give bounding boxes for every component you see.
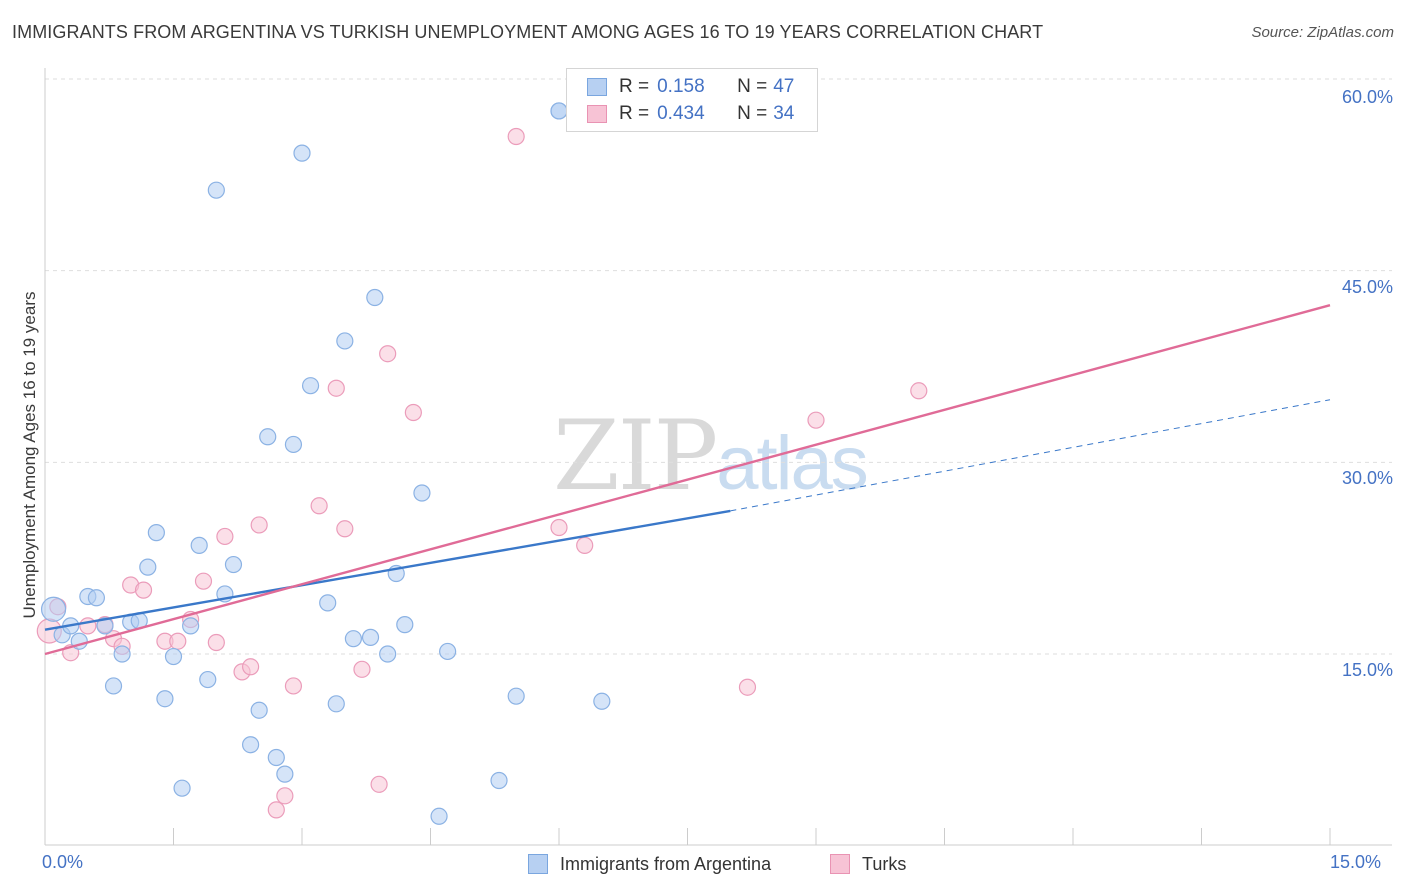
legend-r-value: 0.434 bbox=[657, 103, 705, 124]
argentina-point bbox=[139, 558, 157, 576]
bottom-legend-argentina: Immigrants from Argentina bbox=[528, 850, 771, 878]
argentina-point bbox=[96, 617, 114, 635]
argentina-point bbox=[507, 687, 525, 705]
argentina-point bbox=[173, 779, 191, 797]
turks-point bbox=[550, 518, 568, 537]
argentina-point bbox=[361, 628, 380, 646]
x-tick-label: 15.0% bbox=[1330, 852, 1382, 872]
turks-point bbox=[910, 382, 928, 400]
legend-swatch-blue bbox=[587, 78, 607, 96]
legend-n-value: 34 bbox=[773, 103, 795, 124]
argentina-point bbox=[327, 695, 345, 713]
argentina-point bbox=[147, 524, 165, 542]
gridlines bbox=[45, 78, 1392, 655]
bottom-legend-label: Turks bbox=[862, 853, 907, 874]
turks-point bbox=[207, 633, 225, 652]
argentina-point bbox=[250, 701, 268, 719]
legend-row-argentina: R = 0.158 N = 47 bbox=[587, 75, 794, 99]
bottom-legend-swatch-blue bbox=[528, 854, 548, 874]
y-tick-label: 15.0% bbox=[1341, 660, 1393, 680]
argentina-point bbox=[413, 484, 431, 502]
turks-trend-line bbox=[44, 304, 1331, 656]
turks-point bbox=[576, 536, 594, 554]
argentina-point bbox=[336, 332, 354, 350]
turks-point bbox=[134, 581, 153, 599]
turks-point bbox=[284, 677, 303, 695]
turks-point bbox=[370, 775, 388, 793]
argentina-point bbox=[224, 555, 243, 574]
legend-r-value: 0.158 bbox=[657, 76, 705, 97]
watermark-atlas: atlas bbox=[716, 421, 869, 506]
argentina-point bbox=[430, 807, 448, 825]
argentina-point bbox=[276, 765, 294, 783]
argentina-point bbox=[396, 616, 414, 634]
axes bbox=[44, 68, 1392, 846]
argentina-point bbox=[344, 630, 362, 648]
turks-point bbox=[194, 572, 213, 590]
turks-point bbox=[379, 345, 397, 363]
turks-points bbox=[36, 127, 928, 819]
argentina-point bbox=[593, 692, 611, 710]
y-tick-label: 45.0% bbox=[1341, 277, 1393, 297]
argentina-point bbox=[104, 677, 123, 695]
argentina-point bbox=[190, 536, 208, 554]
argentina-point bbox=[293, 144, 311, 162]
argentina-point bbox=[439, 642, 457, 661]
stats-legend: R = 0.158 N = 47 R = 0.434 N = 34 bbox=[566, 68, 818, 132]
argentina-trend-line bbox=[44, 509, 731, 631]
turks-point bbox=[250, 516, 268, 534]
chart-title: IMMIGRANTS FROM ARGENTINA VS TURKISH UNE… bbox=[12, 22, 1044, 42]
argentina-point bbox=[242, 736, 260, 754]
argentina-trend-extension bbox=[730, 399, 1331, 512]
bottom-legend-turks: Turks bbox=[830, 850, 906, 878]
legend-swatch-pink bbox=[587, 105, 607, 123]
argentina-point bbox=[550, 102, 568, 120]
argentina-point bbox=[182, 617, 200, 635]
turks-point bbox=[353, 660, 371, 678]
legend-row-turks: R = 0.434 N = 34 bbox=[587, 102, 794, 126]
turks-point bbox=[216, 527, 234, 546]
turks-point bbox=[327, 379, 345, 397]
y-tick-label: 60.0% bbox=[1341, 87, 1393, 107]
y-axis-label: Unemployment Among Ages 16 to 19 years bbox=[20, 291, 39, 619]
turks-point bbox=[310, 497, 328, 515]
x-tick-label: 0.0% bbox=[42, 852, 84, 872]
argentina-point bbox=[259, 428, 277, 446]
legend-n-value: 47 bbox=[773, 76, 795, 97]
argentina-point bbox=[164, 647, 183, 666]
turks-point bbox=[267, 801, 285, 819]
turks-point bbox=[807, 411, 825, 429]
legend-n-label: N = bbox=[737, 76, 768, 97]
y-tick-label: 30.0% bbox=[1341, 468, 1393, 488]
argentina-points bbox=[40, 102, 611, 825]
argentina-point bbox=[301, 377, 320, 395]
legend-r-label: R = bbox=[619, 76, 650, 97]
argentina-point bbox=[207, 181, 225, 199]
argentina-point bbox=[366, 288, 384, 307]
argentina-point bbox=[319, 594, 337, 612]
turks-point bbox=[404, 403, 422, 422]
argentina-point bbox=[199, 670, 217, 689]
turks-point bbox=[169, 632, 187, 650]
bottom-legend-swatch-pink bbox=[830, 854, 850, 874]
turks-point bbox=[738, 678, 757, 696]
argentina-point bbox=[40, 596, 67, 622]
argentina-point bbox=[156, 690, 174, 708]
legend-r-label: R = bbox=[619, 103, 650, 124]
argentina-point bbox=[113, 645, 131, 663]
turks-point bbox=[507, 127, 525, 146]
argentina-point bbox=[379, 645, 397, 663]
argentina-point bbox=[267, 748, 285, 767]
turks-point bbox=[242, 658, 260, 676]
argentina-point bbox=[87, 589, 106, 607]
argentina-point bbox=[284, 435, 303, 454]
legend-n-label: N = bbox=[737, 103, 768, 124]
argentina-point bbox=[490, 771, 508, 790]
turks-point bbox=[336, 520, 354, 538]
chart-source: Source: ZipAtlas.com bbox=[1251, 24, 1394, 41]
bottom-legend-label: Immigrants from Argentina bbox=[560, 853, 772, 874]
trend-lines bbox=[44, 304, 1331, 656]
turks-point bbox=[276, 787, 294, 805]
